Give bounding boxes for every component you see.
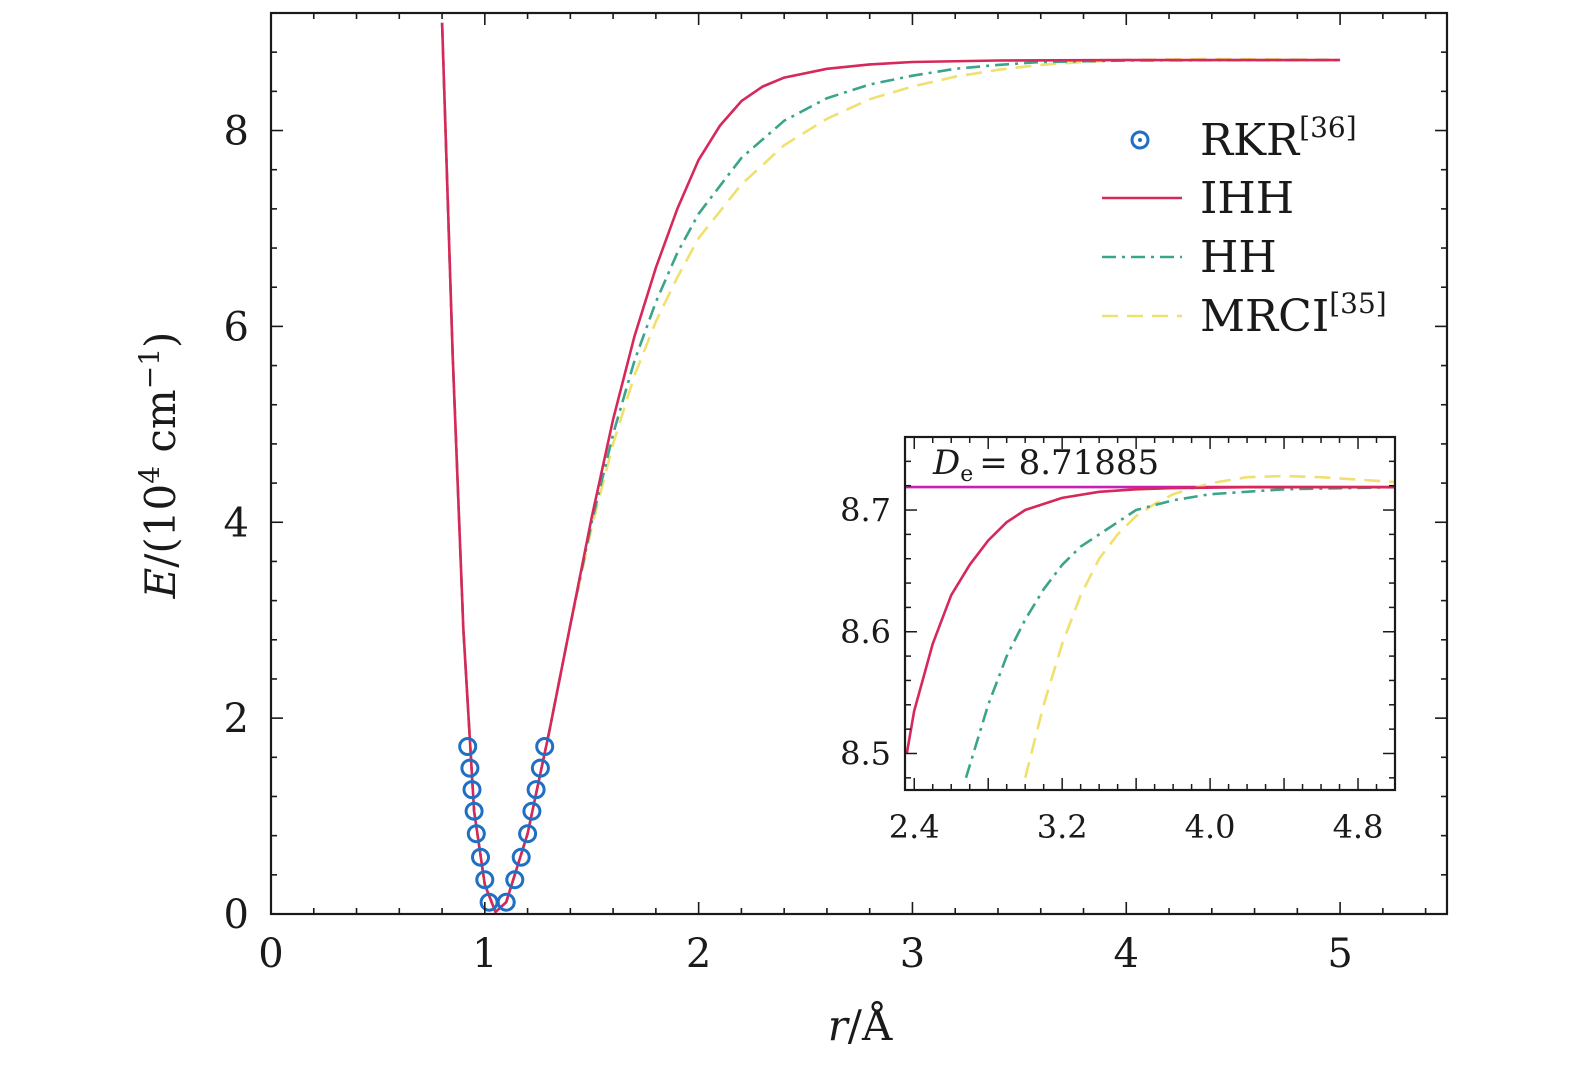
legend-label-text: IHH: [1200, 173, 1294, 224]
inset-plot: 2.4 3.2 4.0 4.8 8.5 8.6 8.7 De = 8.71885: [840, 435, 1397, 846]
rkr-point: [466, 824, 486, 844]
x-axis-var: r: [828, 1001, 851, 1050]
y-tick-label: 2: [224, 696, 249, 742]
legend-label-mrci: MRCI[35]: [1200, 287, 1387, 342]
rkr-point: [505, 870, 525, 890]
inset-series-line-ihh: [905, 485, 1395, 754]
y-tick-label: 8: [224, 109, 249, 155]
x-axis-label: r/Å: [828, 1000, 893, 1050]
main-frame: [269, 11, 1449, 916]
de-annotation: De = 8.71885: [932, 443, 1159, 487]
y-tick-label: 0: [224, 892, 249, 938]
rkr-point: [496, 892, 516, 912]
de-annotation-sub: e: [960, 462, 973, 487]
rkr-point: [475, 870, 495, 890]
x-tick-label: 1: [472, 931, 497, 977]
inset-y-tick-label: 8.5: [840, 734, 891, 772]
rkr-point: [464, 801, 484, 821]
y-axis-unit-mid: cm: [136, 389, 185, 466]
inset-series-line-hh: [964, 485, 1395, 779]
legend-label-text: RKR: [1200, 115, 1301, 166]
inset-y-tick-label: 8.6: [840, 613, 891, 651]
y-tick-label: 6: [224, 304, 249, 350]
rkr-point: [518, 824, 538, 844]
rkr-point: [458, 737, 478, 756]
inset-series-line-mrci: [1023, 474, 1395, 779]
inset-x-tick-label: 4.0: [1185, 808, 1236, 846]
y-axis-unit: /(10: [136, 484, 185, 568]
inset-x-tick-label: 2.4: [889, 808, 940, 846]
legend-label-hh: HH: [1200, 232, 1277, 283]
rkr-point: [511, 847, 531, 867]
y-tick-label: 4: [224, 500, 249, 546]
y-axis-unit-sup: 4: [133, 466, 166, 484]
x-tick-label: 4: [1114, 931, 1139, 977]
legend-label-text: MRCI: [1200, 291, 1329, 342]
legend-marker-dot: [1138, 138, 1142, 142]
rkr-point: [462, 780, 482, 800]
legend-label-text: HH: [1200, 232, 1277, 283]
rkr-point: [460, 758, 480, 778]
x-tick-label: 0: [258, 931, 283, 977]
y-axis-unit-post: ): [136, 332, 185, 348]
x-tick-label: 2: [686, 931, 711, 977]
inset-x-tick-label: 4.8: [1333, 808, 1384, 846]
rkr-point: [522, 801, 542, 821]
rkr-point: [471, 847, 490, 867]
legend-label-rkr: RKR[36]: [1200, 111, 1357, 166]
de-annotation-value: = 8.71885: [979, 443, 1159, 483]
inset-series-group: [905, 474, 1395, 779]
de-annotation-var: D: [932, 443, 960, 483]
rkr-point: [530, 758, 550, 778]
inset-background: [905, 437, 1395, 790]
series-line-ihh: [440, 22, 1341, 914]
inset-x-tick-label: 3.2: [1037, 808, 1088, 846]
x-tick-label: 5: [1327, 931, 1352, 977]
y-axis-var: E: [136, 568, 185, 600]
y-axis-unit-sup2: −1: [133, 348, 166, 389]
legend-marker-rkr: [1130, 130, 1150, 150]
rkr-point: [526, 780, 546, 800]
y-axis-label: E/(104 cm−1): [133, 332, 185, 600]
rkr-point: [535, 737, 555, 756]
inset-frame: [903, 435, 1397, 792]
legend-label-ihh: IHH: [1200, 173, 1294, 224]
x-tick-label: 3: [900, 931, 925, 977]
inset-y-tick-label: 8.7: [840, 491, 891, 529]
legend-label-sup: [36]: [1299, 111, 1356, 144]
legend-label-sup: [35]: [1329, 287, 1386, 320]
x-axis-unit: /Å: [848, 1000, 893, 1050]
